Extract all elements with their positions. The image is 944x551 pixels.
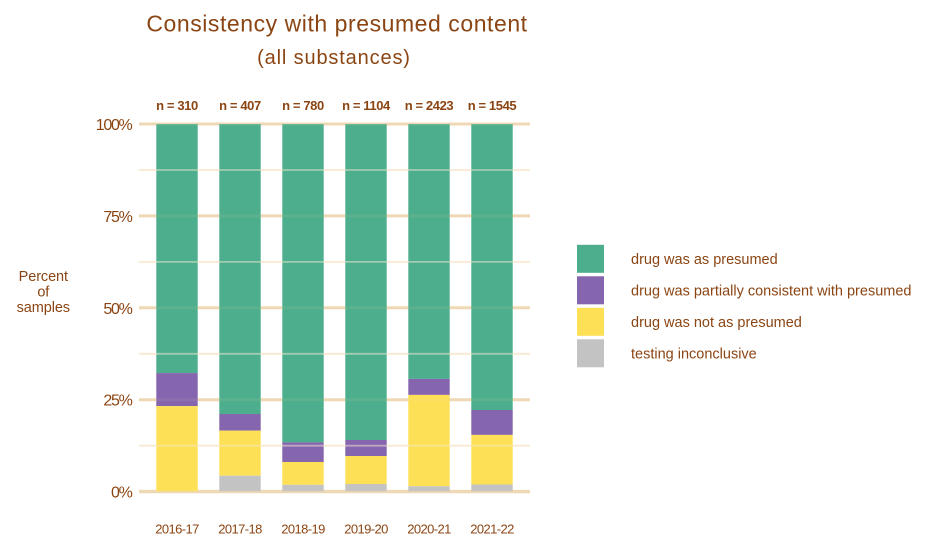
svg-text:Consistency with presumed cont: Consistency with presumed content (146, 11, 527, 37)
svg-text:n = 407: n = 407 (219, 98, 261, 113)
svg-text:0%: 0% (111, 485, 133, 502)
svg-text:2017-18: 2017-18 (218, 522, 262, 537)
svg-text:50%: 50% (103, 301, 132, 318)
svg-text:n = 780: n = 780 (282, 98, 324, 113)
svg-text:75%: 75% (103, 209, 132, 226)
svg-text:n = 310: n = 310 (156, 98, 198, 113)
svg-text:(all substances): (all substances) (257, 47, 411, 69)
svg-text:2016-17: 2016-17 (155, 522, 199, 537)
svg-text:drug was not as presumed: drug was not as presumed (631, 315, 802, 331)
svg-text:drug was partially consistent: drug was partially consistent with presu… (631, 284, 911, 300)
svg-text:2020-21: 2020-21 (407, 522, 451, 537)
svg-text:of: of (37, 285, 50, 301)
svg-text:2018-19: 2018-19 (281, 522, 325, 537)
svg-text:n = 1545: n = 1545 (468, 98, 517, 113)
svg-text:25%: 25% (103, 393, 132, 410)
svg-text:samples: samples (17, 300, 70, 316)
svg-text:2019-20: 2019-20 (344, 522, 388, 537)
svg-text:drug was as presumed: drug was as presumed (631, 252, 778, 268)
svg-text:2021-22: 2021-22 (470, 522, 514, 537)
svg-text:Percent: Percent (19, 269, 68, 285)
svg-text:n = 1104: n = 1104 (342, 98, 391, 113)
svg-text:testing inconclusive: testing inconclusive (631, 347, 757, 363)
svg-text:n = 2423: n = 2423 (405, 98, 454, 113)
svg-text:100%: 100% (96, 117, 133, 134)
